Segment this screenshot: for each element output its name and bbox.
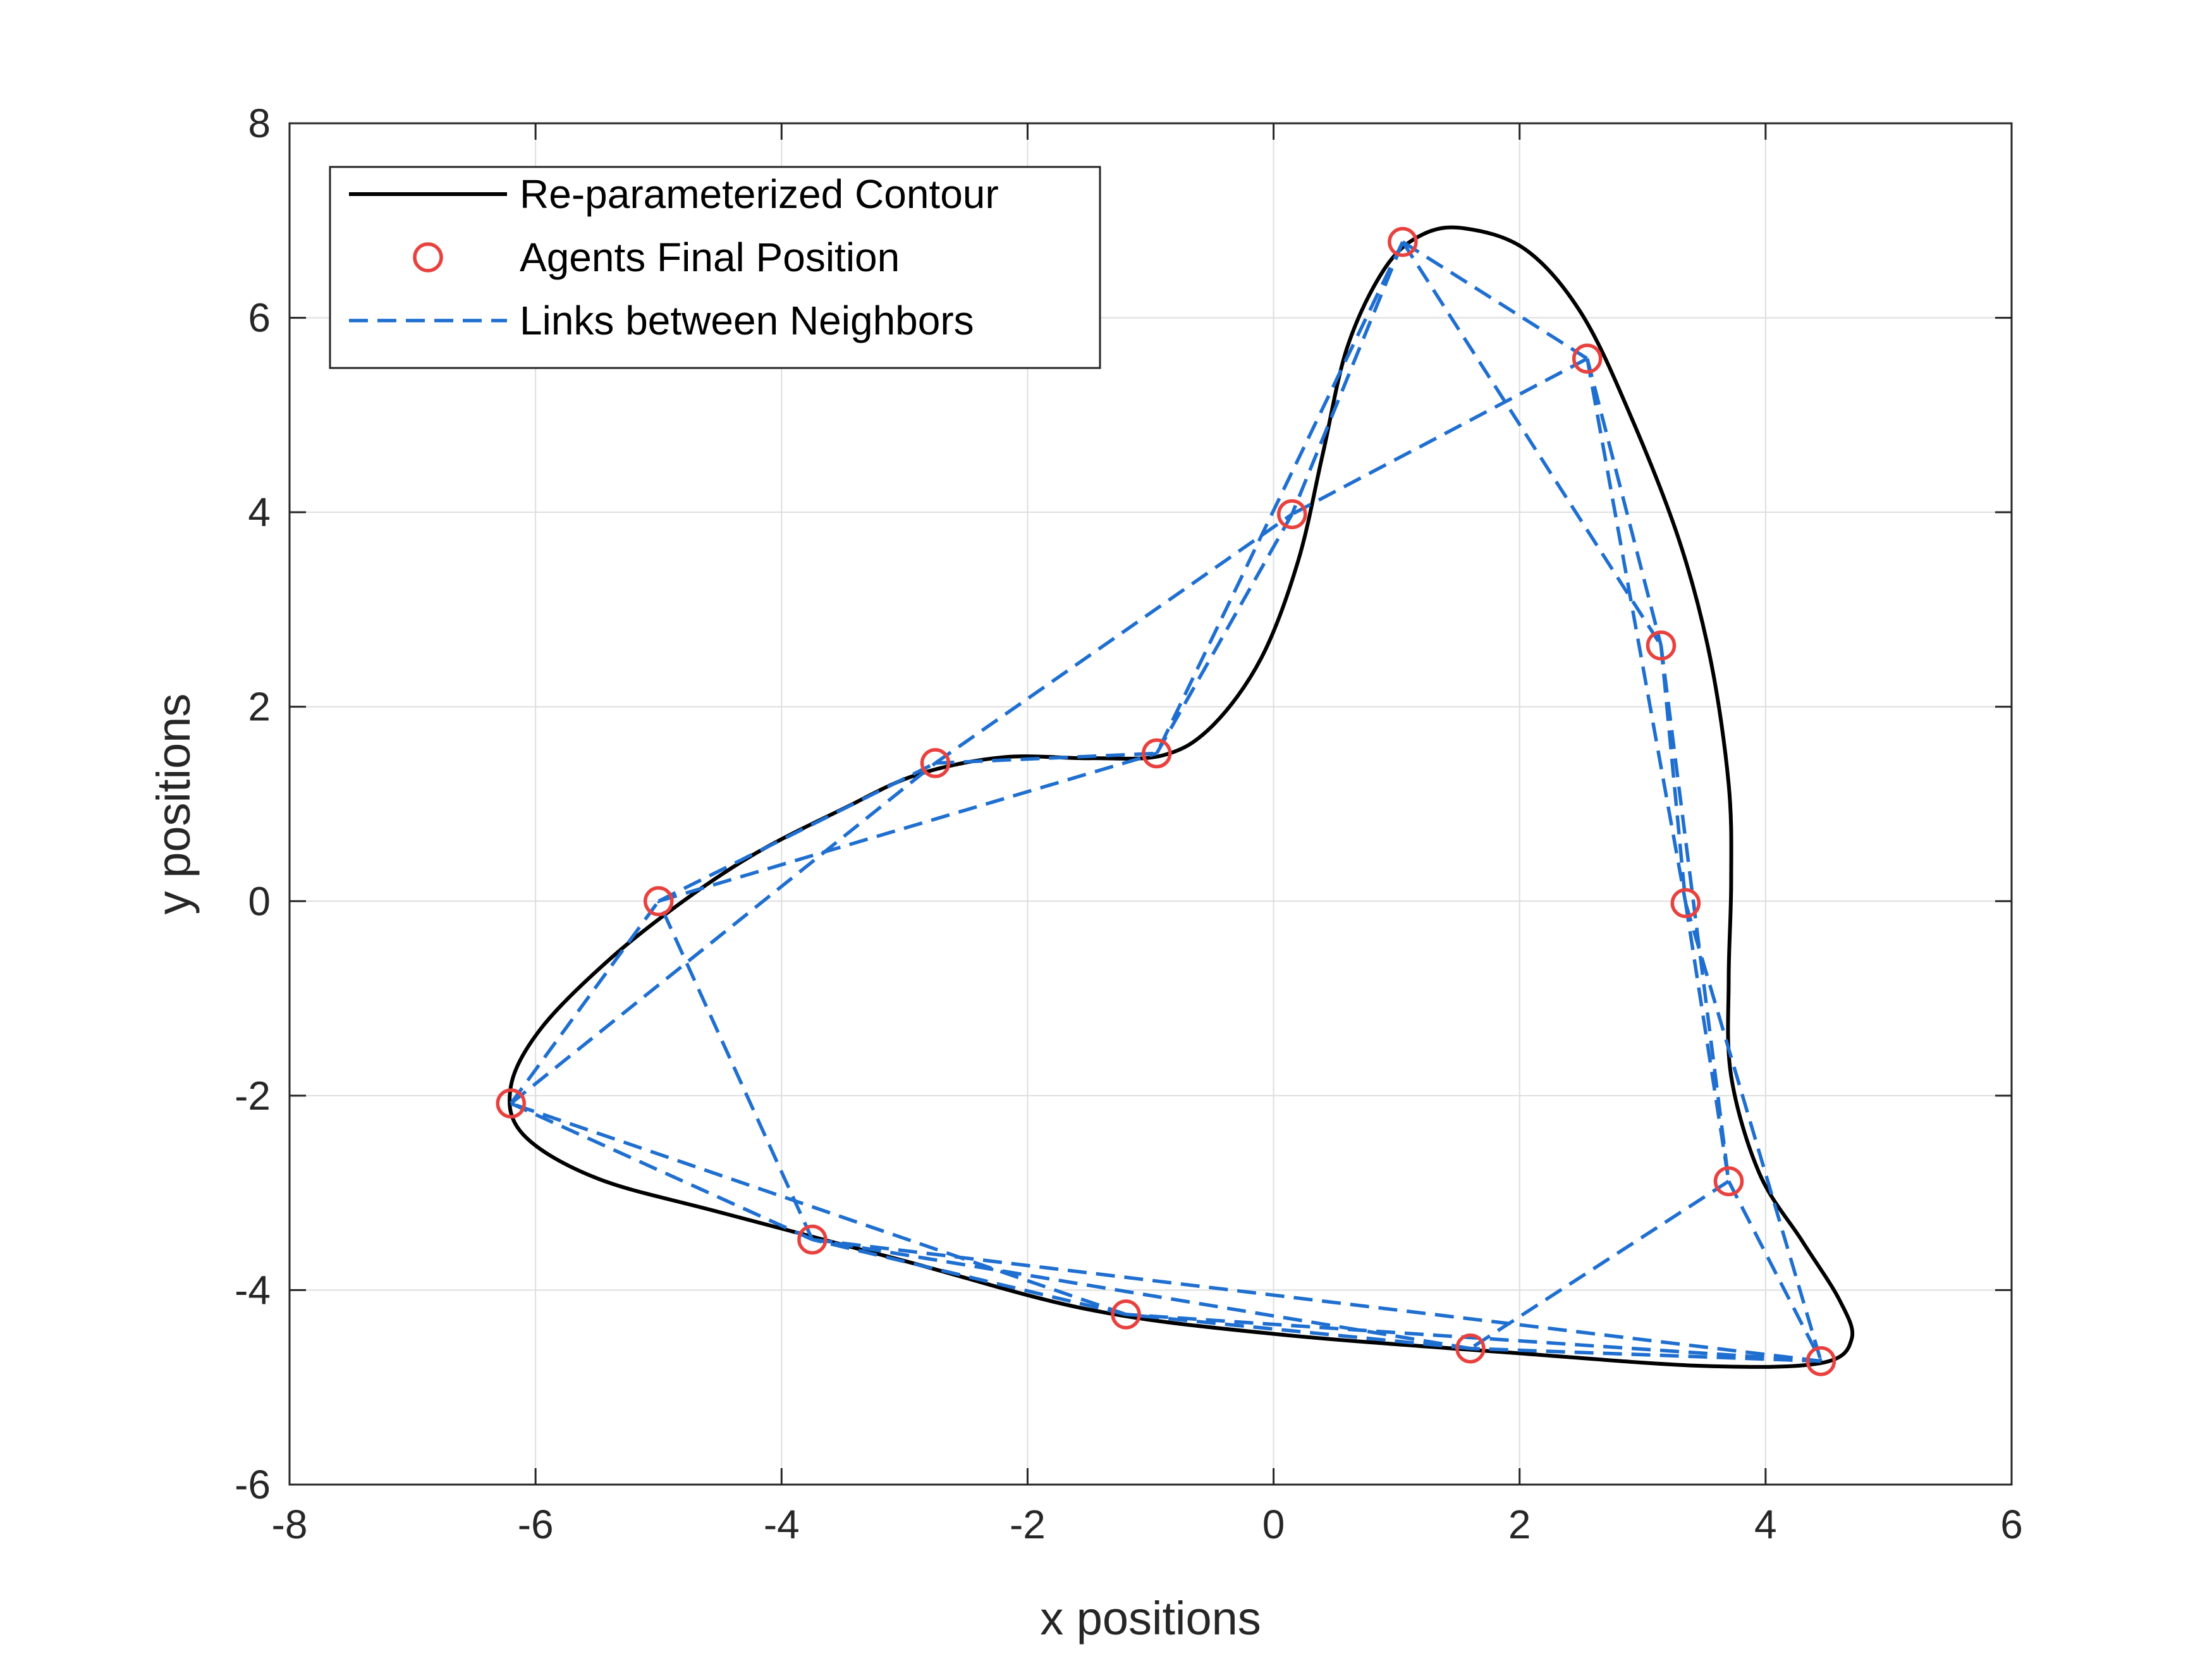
y-tick-label: 0 bbox=[248, 878, 271, 924]
x-axis-label: x positions bbox=[1040, 1592, 1261, 1645]
agent-marker bbox=[797, 1224, 828, 1255]
link-line bbox=[1683, 902, 1823, 1362]
x-tick-label: 2 bbox=[1508, 1502, 1531, 1547]
link-line bbox=[935, 751, 1157, 765]
agent-marker bbox=[1670, 888, 1701, 919]
agent-marker bbox=[643, 886, 674, 917]
link-line bbox=[1401, 241, 1663, 647]
x-tick-labels: -8 -6 -4 -2 0 2 4 6 bbox=[272, 1502, 2023, 1547]
x-tick-label: 6 bbox=[2000, 1502, 2023, 1547]
link-line bbox=[1469, 1179, 1730, 1351]
x-tick-label: 0 bbox=[1262, 1502, 1285, 1547]
link-line bbox=[812, 1237, 1127, 1316]
legend-entry-agents: Agents Final Position bbox=[520, 235, 900, 280]
y-tick-label: -4 bbox=[235, 1267, 271, 1313]
link-line bbox=[1155, 241, 1405, 754]
agent-marker bbox=[1572, 343, 1603, 374]
axes-box bbox=[288, 122, 2013, 1486]
x-tick-label: -6 bbox=[518, 1502, 554, 1547]
link-line bbox=[510, 900, 660, 1105]
agent-marker bbox=[1455, 1333, 1486, 1364]
agent-marker bbox=[496, 1088, 526, 1119]
agent-marker bbox=[920, 748, 951, 778]
x-tick-label: 4 bbox=[1754, 1502, 1777, 1547]
link-line bbox=[1586, 358, 1663, 646]
agent-marker bbox=[1141, 738, 1172, 769]
link-line bbox=[1727, 1180, 1823, 1362]
agent-marker bbox=[1111, 1299, 1141, 1330]
link-line bbox=[1586, 358, 1688, 904]
y-tick-label: 8 bbox=[248, 101, 271, 146]
agent-marker bbox=[1277, 499, 1307, 529]
legend-entry-links: Links between Neighbors bbox=[520, 298, 974, 343]
link-line bbox=[1290, 241, 1405, 515]
link-line bbox=[812, 1237, 1471, 1351]
y-tick-labels: -6 -4 -2 0 2 4 6 8 bbox=[235, 101, 271, 1507]
y-tick-label: -2 bbox=[235, 1073, 271, 1119]
link-line bbox=[1125, 1313, 1471, 1351]
x-tick-label: -4 bbox=[764, 1502, 800, 1547]
y-tick-label: 2 bbox=[248, 684, 271, 730]
link-line bbox=[1155, 513, 1294, 754]
link-line bbox=[1470, 1346, 1821, 1363]
legend-entry-contour: Re-parameterized Contour bbox=[520, 171, 999, 217]
y-tick-label: 6 bbox=[248, 295, 271, 341]
y-tick-label: 4 bbox=[248, 489, 271, 535]
link-line bbox=[1683, 902, 1731, 1182]
link-line bbox=[510, 1101, 1127, 1316]
link-line bbox=[1402, 240, 1589, 360]
link-line bbox=[510, 761, 937, 1105]
x-tick-label: -8 bbox=[272, 1502, 308, 1547]
x-tick-label: -2 bbox=[1010, 1502, 1046, 1547]
legend: Re-parameterized Contour Agents Final Po… bbox=[329, 166, 1101, 369]
link-line bbox=[657, 761, 936, 903]
link-line bbox=[657, 751, 1158, 903]
agent-marker bbox=[1388, 226, 1418, 257]
link-line bbox=[657, 900, 814, 1241]
link-line bbox=[934, 512, 1293, 765]
agent-marker bbox=[1713, 1166, 1744, 1196]
legend-box bbox=[329, 166, 1101, 369]
legend-agents-swatch bbox=[413, 242, 443, 273]
y-axis-label: y positions bbox=[147, 694, 200, 915]
agent-marker bbox=[1806, 1345, 1836, 1376]
agent-marker bbox=[1646, 630, 1677, 661]
y-tick-label: -6 bbox=[235, 1462, 271, 1507]
link-line bbox=[1125, 1313, 1821, 1363]
axis-ticks bbox=[288, 122, 2013, 1486]
plot-data bbox=[496, 225, 1855, 1376]
